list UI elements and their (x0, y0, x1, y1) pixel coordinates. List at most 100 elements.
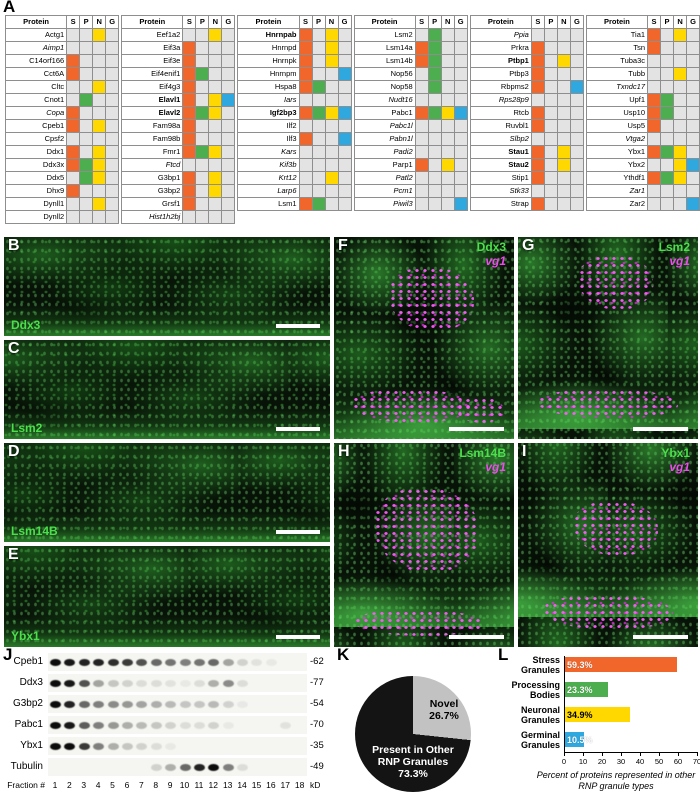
protein-row: Hnrnpm (237, 67, 352, 81)
protein-name: Prkra (469, 41, 532, 55)
protein-column-header: Protein (237, 15, 300, 29)
category-line: Germinal (520, 730, 560, 740)
granule-cell-n (208, 210, 223, 224)
protein-row: Ybx2 (585, 158, 700, 172)
panel-l-label: L (498, 645, 509, 664)
blot-strip (48, 758, 307, 776)
bar-value-label: 34.9% (567, 710, 593, 720)
granule-cell-g (686, 119, 700, 133)
vg1-probe-label: vg1 (485, 460, 506, 474)
blot-band (193, 679, 205, 687)
granule-cell-s (530, 158, 545, 172)
category-line: Neuronal (520, 705, 560, 715)
scale-bar (276, 635, 320, 639)
protein-row: Pcm1 (353, 184, 468, 198)
panel-k-label: K (337, 645, 350, 664)
granule-cell-s (182, 171, 197, 185)
bar-row: Neuronal Granules 34.9% (498, 705, 700, 730)
granule-cell-n (208, 41, 223, 55)
granule-cell-s (182, 93, 197, 107)
granule-cell-n (556, 119, 571, 133)
protein-row: Grsf1 (121, 197, 236, 211)
granule-cell-g (105, 41, 120, 55)
protein-row: Lsm2 (353, 28, 468, 42)
protein-name: Pcm1 (353, 184, 416, 198)
protein-name: Usp10 (585, 106, 649, 120)
protein-row: Stau1 (469, 145, 584, 159)
scale-bar (276, 530, 320, 534)
protein-row: Hist1h2bj (121, 210, 236, 224)
protein-name: G3bp1 (121, 171, 184, 185)
granule-cell-p (311, 80, 326, 94)
granule-cell-g (337, 171, 352, 185)
granule-cell-s (647, 119, 662, 133)
granule-cell-n (673, 80, 688, 94)
blot-band (78, 700, 90, 708)
granule-cell-g (569, 80, 584, 94)
granule-cell-g (221, 210, 236, 224)
protein-name: Eif4g3 (121, 80, 184, 94)
granule-cell-s (66, 80, 81, 94)
granule-cell-n (324, 158, 339, 172)
granule-column-header-p: P (427, 15, 442, 29)
granule-cell-g (569, 145, 584, 159)
granule-cell-g (221, 119, 236, 133)
granule-cell-p (427, 93, 442, 107)
granule-column-header-p: P (195, 15, 210, 29)
granule-cell-p (195, 106, 210, 120)
blot-band (64, 721, 76, 729)
granule-cell-p (311, 119, 326, 133)
granule-cell-g (453, 93, 468, 107)
granule-cell-n (556, 80, 571, 94)
granule-cell-g (221, 184, 236, 198)
protein-name: Fam98a (121, 119, 184, 133)
axis-tick-label: 20 (597, 757, 607, 766)
protein-name: Ybx1 (585, 145, 649, 159)
fraction-number: 16 (266, 780, 276, 790)
protein-label: Lsm2 (11, 421, 43, 435)
blot-band (50, 721, 61, 729)
granule-cell-g (686, 93, 700, 107)
granule-cell-s (530, 119, 545, 133)
axis-tick-label: 10 (578, 757, 588, 766)
granule-cell-s (298, 28, 313, 42)
protein-row: G3bp1 (121, 171, 236, 185)
granule-cell-p (660, 106, 675, 120)
granule-cell-n (208, 67, 223, 81)
granule-cell-n (440, 54, 455, 68)
protein-row: G3bp2 (121, 184, 236, 198)
granule-column-header-s: S (298, 15, 313, 29)
granule-cell-s (647, 197, 662, 211)
granule-cell-p (660, 197, 675, 211)
granule-cell-s (647, 145, 662, 159)
granule-cell-p (427, 28, 442, 42)
blot-band (136, 721, 148, 729)
protein-label: Ybx1 (661, 446, 690, 460)
granule-cell-n (440, 67, 455, 81)
granule-cell-p (543, 106, 558, 120)
protein-label: Ddx3 (476, 240, 506, 254)
blot-protein-label: G3bp2 (12, 698, 43, 709)
molecular-weight-label: -35 (310, 740, 324, 751)
granule-cell-s (298, 119, 313, 133)
granule-cell-p (79, 145, 94, 159)
granule-cell-p (195, 145, 210, 159)
axis-tick (659, 753, 660, 756)
protein-row: Dhx9 (4, 184, 120, 198)
axis-tick-label: 30 (616, 757, 626, 766)
granule-cell-p (427, 158, 442, 172)
granule-column-header-s: S (66, 15, 81, 29)
protein-name: Lsm1 (237, 197, 300, 211)
granule-cell-g (569, 67, 584, 81)
granule-cell-s (414, 28, 429, 42)
granule-cell-g (221, 41, 236, 55)
granule-cell-s (647, 28, 662, 42)
granule-column-header-n: N (673, 15, 688, 29)
protein-row: Larp6 (237, 184, 352, 198)
granule-cell-p (311, 145, 326, 159)
granule-cell-s (182, 41, 197, 55)
granule-cell-s (530, 80, 545, 94)
granule-cell-n (556, 158, 571, 172)
granule-cell-n (208, 132, 223, 146)
fraction-number: 18 (294, 780, 305, 790)
